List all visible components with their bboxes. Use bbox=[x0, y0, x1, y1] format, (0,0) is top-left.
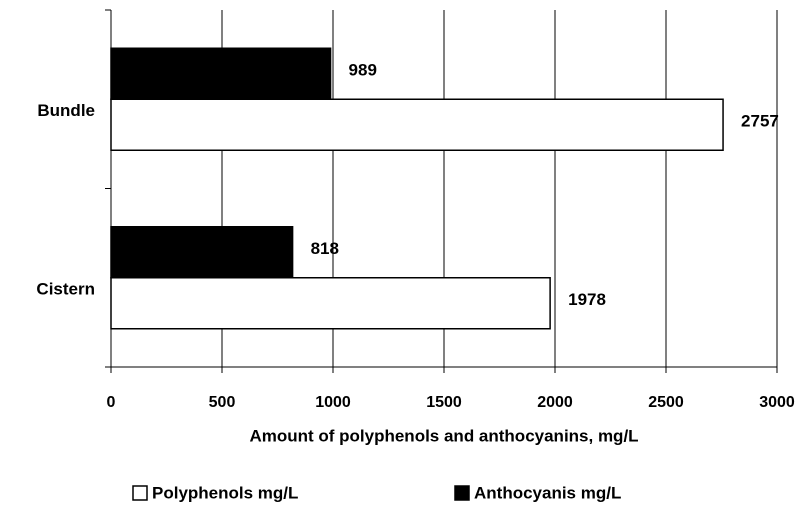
data-label: 1978 bbox=[568, 290, 606, 309]
x-tick-label: 2000 bbox=[537, 394, 573, 411]
y-tick-label: Bundle bbox=[37, 101, 95, 120]
data-label: 989 bbox=[349, 61, 377, 80]
legend-swatch bbox=[454, 485, 470, 501]
bar bbox=[110, 98, 724, 151]
data-label: 818 bbox=[311, 239, 339, 258]
legend-label: Anthocyanis mg/L bbox=[474, 483, 621, 502]
x-tick-label: 1500 bbox=[426, 394, 462, 411]
legend-swatch bbox=[132, 485, 148, 501]
bar bbox=[110, 47, 332, 100]
legend-label: Polyphenols mg/L bbox=[152, 483, 298, 502]
x-tick-label: 500 bbox=[209, 394, 236, 411]
x-tick-label: 2500 bbox=[648, 394, 684, 411]
data-label: 2757 bbox=[741, 112, 779, 131]
y-tick-label: Cistern bbox=[36, 279, 95, 298]
bar bbox=[110, 277, 551, 330]
x-axis-label: Amount of polyphenols and anthocyanins, … bbox=[249, 426, 638, 445]
x-tick-label: 1000 bbox=[315, 394, 351, 411]
x-tick-label: 0 bbox=[107, 394, 116, 411]
bar bbox=[110, 226, 294, 279]
x-tick-label: 3000 bbox=[759, 394, 795, 411]
